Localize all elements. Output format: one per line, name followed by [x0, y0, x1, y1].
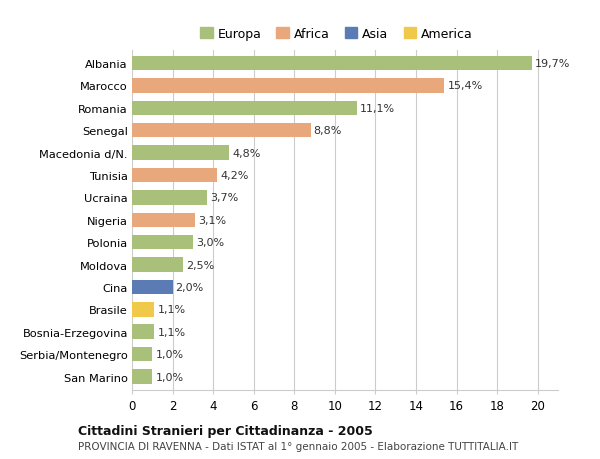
Text: 15,4%: 15,4%: [448, 81, 482, 91]
Bar: [132, 369, 152, 384]
Bar: [132, 56, 532, 71]
Text: 1,1%: 1,1%: [157, 305, 185, 315]
Bar: [132, 258, 183, 272]
Bar: [132, 168, 217, 183]
Bar: [132, 190, 207, 205]
Bar: [132, 146, 229, 161]
Bar: [132, 325, 154, 339]
Bar: [132, 79, 445, 94]
Bar: [132, 235, 193, 250]
Bar: [132, 302, 154, 317]
Text: 3,1%: 3,1%: [198, 215, 226, 225]
Text: 1,0%: 1,0%: [155, 372, 184, 382]
Text: PROVINCIA DI RAVENNA - Dati ISTAT al 1° gennaio 2005 - Elaborazione TUTTITALIA.I: PROVINCIA DI RAVENNA - Dati ISTAT al 1° …: [78, 441, 518, 451]
Text: Cittadini Stranieri per Cittadinanza - 2005: Cittadini Stranieri per Cittadinanza - 2…: [78, 424, 373, 437]
Text: 2,0%: 2,0%: [176, 282, 204, 292]
Text: 1,0%: 1,0%: [155, 349, 184, 359]
Bar: [132, 347, 152, 362]
Legend: Europa, Africa, Asia, America: Europa, Africa, Asia, America: [195, 23, 478, 46]
Text: 4,8%: 4,8%: [232, 148, 261, 158]
Text: 4,2%: 4,2%: [220, 171, 248, 181]
Text: 2,5%: 2,5%: [186, 260, 214, 270]
Text: 1,1%: 1,1%: [157, 327, 185, 337]
Text: 11,1%: 11,1%: [360, 104, 395, 113]
Bar: [132, 280, 173, 295]
Bar: [132, 213, 195, 228]
Text: 3,0%: 3,0%: [196, 238, 224, 248]
Bar: [132, 123, 311, 138]
Text: 8,8%: 8,8%: [314, 126, 342, 136]
Text: 19,7%: 19,7%: [535, 59, 570, 69]
Bar: [132, 101, 357, 116]
Text: 3,7%: 3,7%: [210, 193, 238, 203]
